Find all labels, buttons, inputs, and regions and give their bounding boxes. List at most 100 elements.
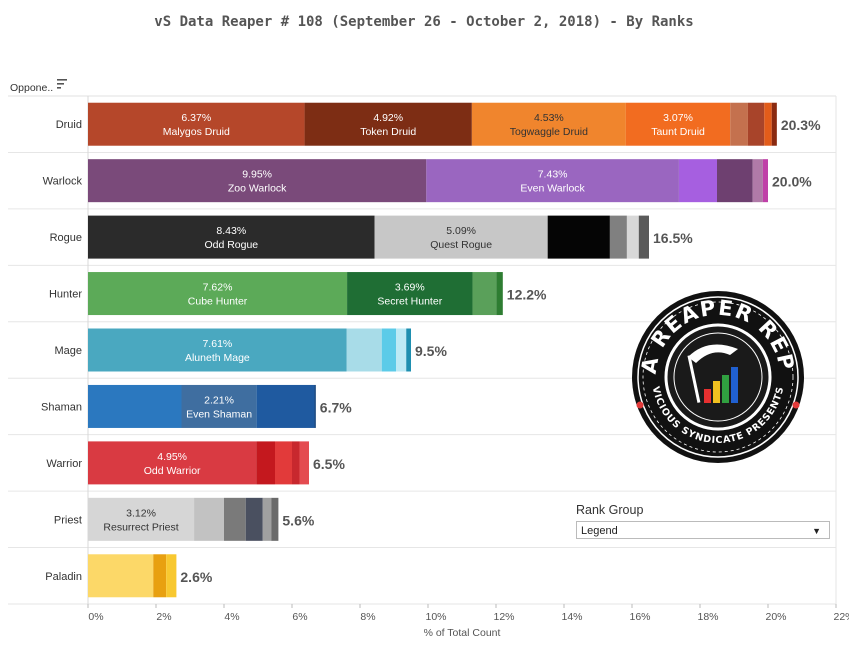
- segment-percent-label: 4.92%: [373, 112, 403, 124]
- chart-title: vS Data Reaper # 108 (September 26 - Oct…: [154, 14, 693, 30]
- x-tick-label: 12%: [493, 611, 514, 623]
- logo-bar-icon: [687, 344, 738, 403]
- bar-segment: [347, 272, 473, 316]
- rank-group-filter: Rank Group Legend ▼: [576, 503, 832, 539]
- rank-group-dropdown[interactable]: Legend ▼: [576, 521, 830, 539]
- x-tick-label: 8%: [360, 611, 375, 623]
- rank-group-title: Rank Group: [576, 503, 644, 517]
- bar-segment: [771, 102, 777, 146]
- bar-segment: [262, 497, 272, 541]
- bar-segment: [730, 102, 748, 146]
- category-label: Mage: [54, 345, 82, 357]
- row-total-label: 20.0%: [772, 174, 812, 190]
- bar-segment: [381, 328, 397, 372]
- category-label: Warlock: [43, 176, 83, 188]
- bar-segment: [299, 441, 309, 485]
- row-total-label: 9.5%: [415, 343, 447, 359]
- category-label: Warrior: [46, 458, 82, 470]
- x-tick-label: 10%: [425, 611, 446, 623]
- segment-percent-label: 3.12%: [126, 507, 156, 519]
- segment-name-label: Resurrect Priest: [103, 521, 178, 533]
- segment-percent-label: 7.43%: [538, 169, 568, 181]
- row-total-label: 20.3%: [781, 117, 821, 133]
- data-reaper-logo: DATA REAPER REPORT VICIOUS SYNDICATE PRE…: [632, 291, 804, 463]
- bar-segment: [88, 272, 348, 316]
- segment-name-label: Malygos Druid: [163, 126, 230, 138]
- bar-segment: [626, 215, 639, 259]
- segment-percent-label: 7.61%: [202, 338, 232, 350]
- bar-segment: [406, 328, 411, 372]
- bar-segment: [764, 102, 772, 146]
- segment-name-label: Token Druid: [360, 126, 416, 138]
- bar-segment: [88, 102, 305, 146]
- row-total-label: 12.2%: [507, 287, 547, 303]
- bar-segment: [396, 328, 407, 372]
- segment-percent-label: 7.62%: [203, 282, 233, 294]
- sort-icon[interactable]: [57, 79, 67, 89]
- segment-percent-label: 6.37%: [181, 112, 211, 124]
- x-tick-label: 6%: [292, 611, 307, 623]
- segment-percent-label: 3.69%: [395, 282, 425, 294]
- segment-name-label: Zoo Warlock: [228, 183, 287, 195]
- x-axis-title: % of Total Count: [424, 627, 501, 639]
- row-total-label: 6.7%: [320, 399, 352, 415]
- category-label: Hunter: [49, 289, 82, 301]
- bar-segment: [88, 215, 375, 259]
- segment-name-label: Even Warlock: [520, 183, 585, 195]
- segment-name-label: Quest Rogue: [430, 239, 492, 251]
- x-tick-label: 22%: [833, 611, 849, 623]
- bar-segment: [374, 215, 548, 259]
- segment-name-label: Secret Hunter: [377, 296, 442, 308]
- category-label: Priest: [54, 514, 82, 526]
- opponent-field-label[interactable]: Oppone..: [10, 82, 53, 94]
- category-label: Druid: [56, 119, 82, 131]
- category-label: Shaman: [41, 401, 82, 413]
- segment-percent-label: 4.95%: [157, 451, 187, 463]
- bar-segment: [747, 102, 765, 146]
- bar-segment: [181, 384, 257, 428]
- segment-name-label: Odd Warrior: [144, 465, 201, 477]
- bar-segment: [88, 554, 154, 598]
- x-tick-label: 16%: [629, 611, 650, 623]
- segment-name-label: Aluneth Mage: [185, 352, 250, 364]
- bar-segment: [472, 272, 497, 316]
- bar-segment: [153, 554, 167, 598]
- x-tick-label: 4%: [224, 611, 239, 623]
- row-total-label: 2.6%: [180, 569, 212, 585]
- segment-name-label: Taunt Druid: [651, 126, 705, 138]
- rank-group-selected: Legend: [581, 525, 618, 537]
- x-tick-label: 14%: [561, 611, 582, 623]
- x-tick-label: 20%: [765, 611, 786, 623]
- bar-segment: [717, 159, 753, 203]
- category-label: Paladin: [45, 571, 82, 583]
- bar-segment: [547, 215, 610, 259]
- segment-percent-label: 9.95%: [242, 169, 272, 181]
- x-tick-label: 2%: [156, 611, 171, 623]
- segment-percent-label: 3.07%: [663, 112, 693, 124]
- segment-name-label: Odd Rogue: [204, 239, 258, 251]
- bar-segment: [752, 159, 763, 203]
- x-tick-label: 0%: [88, 611, 103, 623]
- segment-percent-label: 5.09%: [446, 225, 476, 237]
- bar-segment: [471, 102, 626, 146]
- bars: 6.37% Malygos Druid 4.92% Token Druid 4.53% T…: [88, 102, 821, 598]
- bar-segment: [88, 328, 347, 372]
- x-tick-label: 18%: [697, 611, 718, 623]
- bar-segment: [256, 384, 315, 428]
- bar-segment: [678, 159, 717, 203]
- bar-segment: [292, 441, 300, 485]
- segment-name-label: Cube Hunter: [188, 296, 248, 308]
- bar-segment: [271, 497, 279, 541]
- dropdown-arrow-icon[interactable]: ▼: [812, 526, 821, 536]
- segment-name-label: Even Shaman: [186, 408, 252, 420]
- bar-segment: [88, 159, 427, 203]
- bar-segment: [638, 215, 649, 259]
- segment-percent-label: 4.53%: [534, 112, 564, 124]
- segment-name-label: Togwaggle Druid: [510, 126, 588, 138]
- category-labels: Druid Warlock Rogue Hunter Mage Shaman Warrior…: [41, 119, 82, 583]
- x-axis: 0% 2% 4% 6% 8% 10% 12% 14% 16% 18% 20% 22%: [87, 604, 849, 623]
- category-label: Rogue: [50, 232, 82, 244]
- bar-segment: [762, 159, 768, 203]
- bar-segment: [256, 441, 275, 485]
